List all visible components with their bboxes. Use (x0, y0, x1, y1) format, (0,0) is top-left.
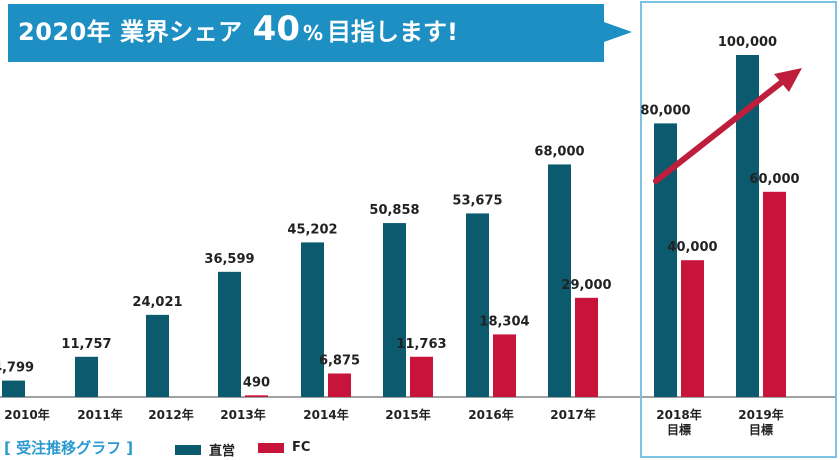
bar-direct-9 (736, 55, 759, 397)
data-label-direct-4: 45,202 (287, 222, 337, 237)
x-tick-label-3: 2013年 (220, 407, 265, 422)
data-label-fc-9: 60,000 (749, 172, 799, 187)
bar-direct-6 (466, 213, 489, 397)
x-tick-label-7: 2017年 (550, 407, 595, 422)
growth-arrow-shaft (653, 79, 785, 184)
bar-direct-3 (218, 271, 241, 397)
bar-fc-5 (410, 356, 433, 397)
data-label-direct-5: 50,858 (369, 203, 419, 218)
legend-label-direct: 直営 (209, 444, 236, 459)
bar-fc-4 (328, 373, 351, 397)
x-tick-label-9-line2: 目標 (749, 422, 773, 437)
data-label-fc-6: 18,304 (479, 314, 529, 329)
data-label-direct-2: 24,021 (132, 295, 182, 310)
data-label-fc-3: 490 (243, 375, 270, 390)
x-tick-label-0: 2010年 (4, 407, 49, 422)
data-label-direct-3: 36,599 (204, 252, 254, 267)
chart-caption: [ 受注推移グラフ ] (4, 439, 134, 457)
bar-fc-9 (763, 191, 786, 397)
legend-item-direct: 直営 (175, 440, 235, 459)
legend-swatch-fc (258, 442, 284, 453)
data-label-direct-7: 68,000 (534, 144, 584, 159)
data-label-direct-6: 53,675 (452, 193, 502, 208)
data-label-fc-5: 11,763 (396, 337, 446, 352)
bar-fc-3 (245, 395, 268, 397)
x-tick-label-2: 2012年 (148, 407, 193, 422)
data-label-direct-1: 11,757 (61, 337, 111, 352)
growth-arrow-head (774, 68, 802, 92)
legend-swatch-direct (175, 444, 201, 455)
data-label-fc-7: 29,000 (561, 278, 611, 293)
x-tick-label-8: 2018年 (656, 407, 701, 422)
data-label-direct-8: 80,000 (640, 103, 690, 118)
legend-item-fc: FC (258, 440, 310, 455)
x-tick-label-9: 2019年 (738, 407, 783, 422)
bar-direct-1 (75, 356, 98, 397)
bar-direct-7 (548, 164, 571, 397)
bar-fc-7 (575, 297, 598, 397)
bar-direct-5 (383, 223, 406, 397)
data-label-direct-9: 100,000 (718, 35, 777, 50)
x-tick-label-5: 2015年 (385, 407, 430, 422)
x-tick-label-4: 2014年 (303, 407, 348, 422)
bar-direct-8 (654, 123, 677, 398)
bar-direct-4 (301, 242, 324, 397)
legend-label-fc: FC (292, 440, 311, 455)
x-tick-label-6: 2016年 (468, 407, 513, 422)
bar-fc-6 (493, 334, 516, 397)
x-tick-label-8-line2: 目標 (667, 422, 691, 437)
data-label-direct-0: 4,799 (0, 361, 34, 376)
bar-direct-2 (146, 314, 169, 397)
x-tick-label-1: 2011年 (77, 407, 122, 422)
target-highlight-box (640, 1, 837, 458)
headline-banner (8, 4, 632, 62)
bar-direct-0 (2, 380, 25, 397)
data-label-fc-4: 6,875 (319, 353, 360, 368)
bar-fc-8 (681, 260, 704, 397)
data-label-fc-8: 40,000 (667, 240, 717, 255)
